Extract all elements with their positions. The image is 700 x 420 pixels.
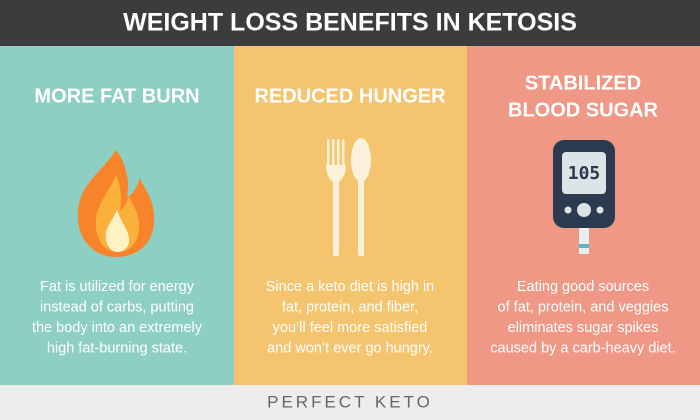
header-title: WEIGHT LOSS BENEFITS IN KETOSIS: [123, 9, 577, 37]
footer-bar: [0, 385, 700, 420]
glucometer-icon: 105: [553, 140, 615, 254]
panel-text: fat, protein, and fiber,: [282, 299, 418, 315]
fire-icon: [77, 150, 155, 257]
header-bar: [0, 0, 700, 46]
panel-text: and won’t ever go hungry.: [267, 340, 433, 356]
panel-text: you’ll feel more satisfied: [273, 320, 428, 336]
panel-title: MORE FAT BURN: [34, 85, 199, 107]
panel-title: BLOOD SUGAR: [508, 99, 659, 121]
panel-text: high fat-burning state.: [47, 340, 187, 356]
panel-title: REDUCED HUNGER: [254, 85, 446, 107]
panel-text: of fat, protein, and veggies: [498, 299, 669, 315]
panel-text: the body into an extremely: [32, 320, 203, 336]
panel-bg: [234, 46, 467, 385]
panel-text: Since a keto diet is high in: [266, 279, 434, 295]
panel-text: Eating good sources: [517, 279, 649, 295]
panel-text: caused by a carb-heavy diet.: [490, 340, 675, 356]
cutlery-icon: [326, 138, 371, 257]
panel-text: Fat is utilized for energy: [40, 279, 195, 295]
footer-brand: PERFECT KETO: [267, 392, 433, 411]
panel-text: eliminates sugar spikes: [508, 320, 659, 336]
panel-text: instead of carbs, putting: [40, 299, 194, 315]
panel-title: STABILIZED: [525, 72, 641, 94]
meter-reading: 105: [568, 163, 601, 184]
